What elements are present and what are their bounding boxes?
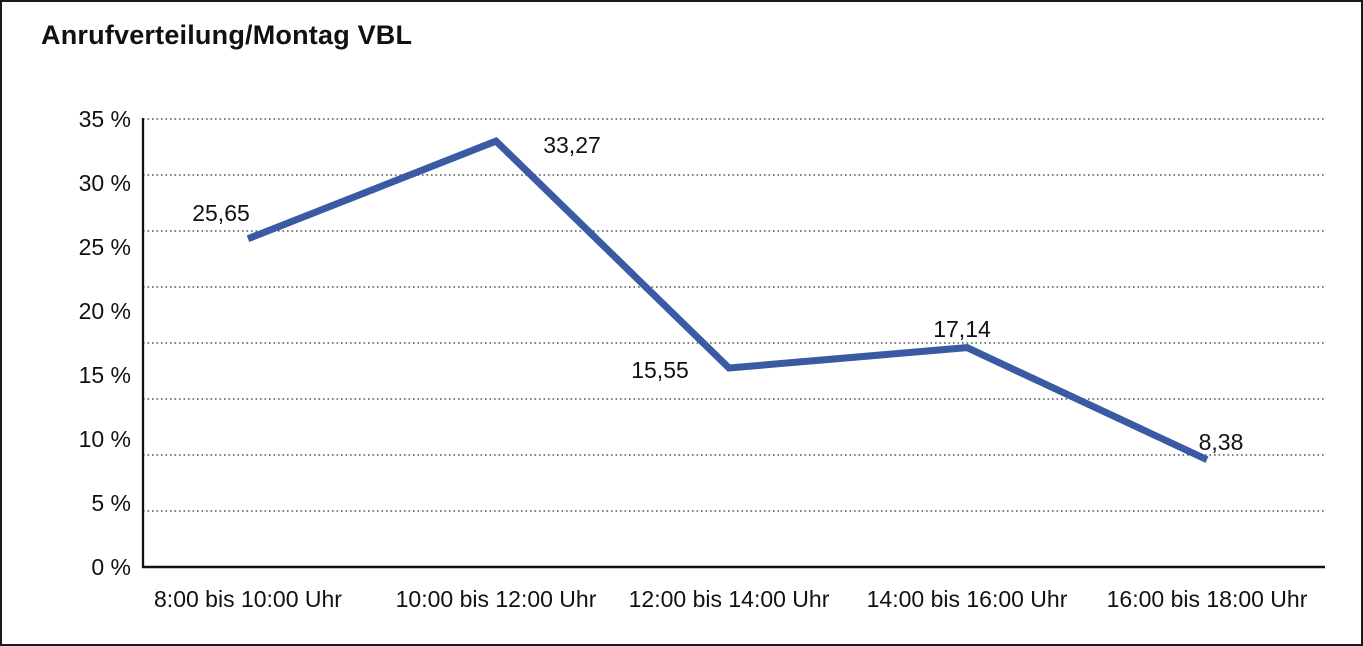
data-point-label: 17,14	[933, 316, 991, 342]
x-tick-label: 8:00 bis 10:00 Uhr	[154, 586, 342, 612]
data-point-label: 33,27	[543, 132, 601, 158]
data-point-label: 8,38	[1199, 429, 1244, 455]
y-tick-label: 25 %	[79, 234, 131, 260]
y-tick-label: 5 %	[91, 490, 131, 516]
chart-title: Anrufverteilung/Montag VBL	[41, 20, 413, 50]
data-point-label: 25,65	[192, 200, 250, 226]
x-tick-label: 16:00 bis 18:00 Uhr	[1107, 586, 1308, 612]
data-point-label: 15,55	[631, 357, 689, 383]
y-tick-label: 35 %	[79, 106, 131, 132]
x-tick-label: 10:00 bis 12:00 Uhr	[396, 586, 597, 612]
series-line	[246, 137, 1209, 463]
y-tick-label: 10 %	[79, 426, 131, 452]
y-tick-label: 20 %	[79, 298, 131, 324]
y-tick-label: 0 %	[91, 554, 131, 580]
x-tick-label: 12:00 bis 14:00 Uhr	[629, 586, 830, 612]
y-tick-label: 15 %	[79, 362, 131, 388]
y-tick-label: 30 %	[79, 170, 131, 196]
x-tick-label: 14:00 bis 16:00 Uhr	[867, 586, 1068, 612]
